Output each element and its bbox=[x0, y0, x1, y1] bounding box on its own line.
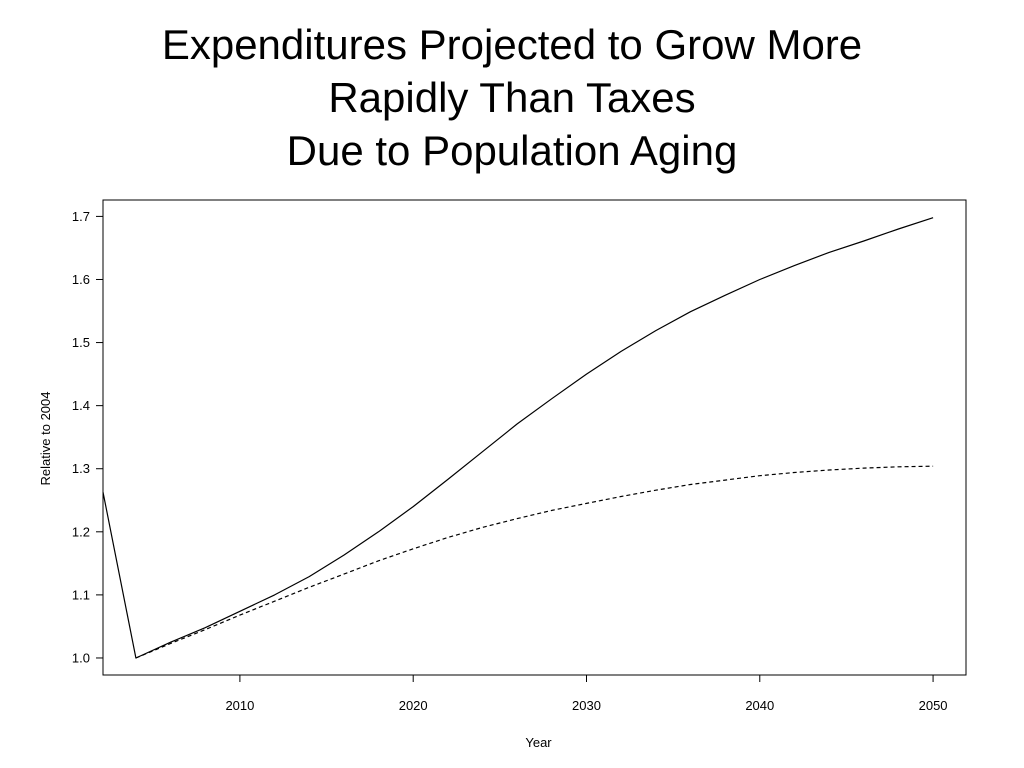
x-tick-label: 2030 bbox=[572, 698, 601, 713]
y-tick-label: 1.7 bbox=[72, 209, 90, 224]
x-tick-label: 2020 bbox=[399, 698, 428, 713]
y-tick-label: 1.4 bbox=[72, 398, 90, 413]
y-tick-label: 1.1 bbox=[72, 587, 90, 602]
chart-title: Expenditures Projected to Grow More Rapi… bbox=[0, 18, 1024, 177]
chart-title-line-3: Due to Population Aging bbox=[286, 127, 738, 174]
y-tick-label: 1.6 bbox=[72, 272, 90, 287]
chart-title-line-2: Rapidly Than Taxes bbox=[328, 74, 696, 121]
y-tick-label: 1.2 bbox=[72, 524, 90, 539]
x-tick-label: 2050 bbox=[919, 698, 948, 713]
chart-title-line-1: Expenditures Projected to Grow More bbox=[161, 21, 863, 68]
x-tick-label: 2040 bbox=[745, 698, 774, 713]
plot-frame bbox=[102, 199, 967, 676]
series-line-1 bbox=[102, 217, 934, 659]
x-tick-label: 2010 bbox=[225, 698, 254, 713]
x-axis-label: Year bbox=[525, 735, 552, 750]
y-tick-label: 1.5 bbox=[72, 335, 90, 350]
y-axis-label: Relative to 2004 bbox=[38, 392, 53, 486]
y-tick-label: 1.0 bbox=[72, 650, 90, 665]
plot-layer: 1.0 1.1 1.2 1.3 1.4 1.5 1.6 1.7 2010 2020 2030 2040… bbox=[72, 199, 967, 713]
series-line-2 bbox=[135, 465, 934, 659]
y-tick-label: 1.3 bbox=[72, 461, 90, 476]
